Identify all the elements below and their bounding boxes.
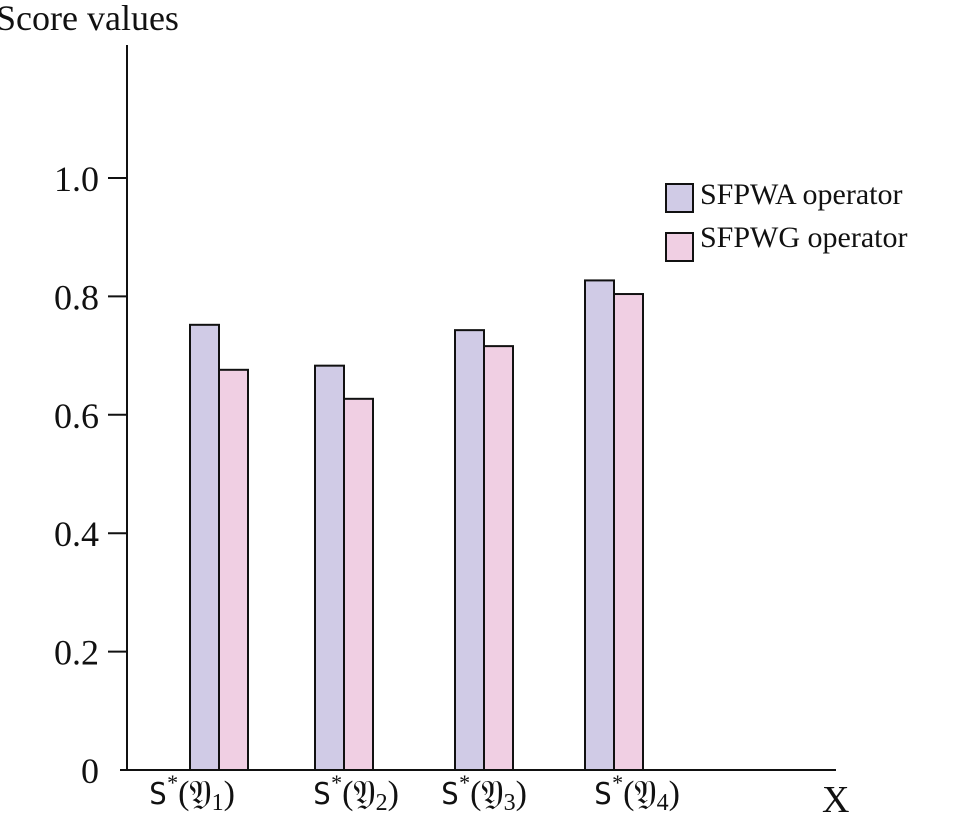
y-tick-label: 0 xyxy=(81,751,99,791)
legend-label: SFPWA operator xyxy=(700,178,903,211)
bar-sfpwg-4 xyxy=(613,293,644,771)
x-tick-label: S*(𝔜2) xyxy=(313,770,399,813)
y-tick-label: 0.4 xyxy=(54,514,99,554)
bar-sfpwa-1 xyxy=(189,323,220,771)
x-tick-label: S*(𝔜4) xyxy=(594,770,680,813)
bar-sfpwa-4 xyxy=(584,279,615,771)
legend-swatch xyxy=(665,232,694,262)
y-tick-label: 1.0 xyxy=(54,159,99,199)
y-tick-label: 0.6 xyxy=(54,396,99,436)
x-axis-tick-labels: S*(𝔜1) S*(𝔜2) S*(𝔜3) S*(𝔜4) xyxy=(149,770,680,813)
bar-sfpwg-3 xyxy=(483,345,514,771)
legend: SFPWA operator SFPWG operator xyxy=(665,178,907,262)
y-tick-label: 0.8 xyxy=(54,277,99,317)
bars xyxy=(189,279,644,771)
bar-sfpwa-2 xyxy=(314,364,345,771)
legend-swatch xyxy=(665,183,694,213)
y-axis-label: Score values xyxy=(0,0,179,38)
x-axis-label: X xyxy=(822,779,849,813)
bar-sfpwg-2 xyxy=(343,397,374,771)
y-tick-label: 0.2 xyxy=(54,633,99,673)
x-tick-label: S*(𝔜1) xyxy=(149,770,235,813)
y-axis-ticks: 0 0.2 0.4 0.6 0.8 1.0 xyxy=(54,159,127,791)
bar-sfpwa-3 xyxy=(454,329,485,771)
legend-label: SFPWG operator xyxy=(700,221,907,254)
x-tick-label: S*(𝔜3) xyxy=(441,770,527,813)
bar-sfpwg-1 xyxy=(218,368,249,771)
